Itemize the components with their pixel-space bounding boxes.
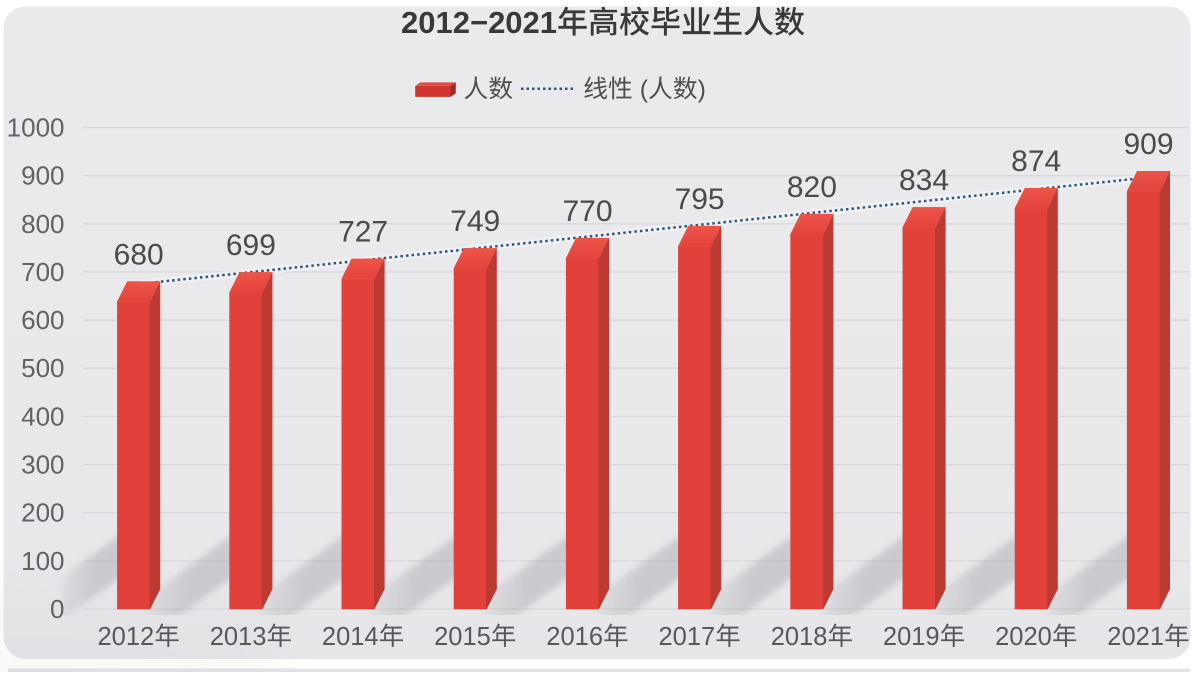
svg-text:2012−2021: 2012−2021 (401, 5, 557, 40)
svg-text:2018: 2018 (771, 623, 828, 651)
svg-text:600: 600 (21, 305, 64, 335)
svg-text:0: 0 (50, 594, 64, 624)
svg-text:2019: 2019 (883, 623, 940, 651)
svg-text:400: 400 (21, 401, 64, 431)
svg-text:900: 900 (21, 161, 64, 191)
svg-text:2017: 2017 (659, 623, 716, 651)
svg-text:874: 874 (1011, 145, 1061, 178)
svg-text:2016: 2016 (546, 623, 603, 651)
svg-text:2020: 2020 (995, 623, 1052, 651)
svg-text:795: 795 (675, 183, 725, 216)
svg-text:909: 909 (1123, 128, 1173, 161)
svg-text:770: 770 (562, 195, 612, 228)
svg-text:): ) (698, 76, 706, 103)
svg-text:200: 200 (21, 498, 64, 528)
svg-text:(: ( (640, 76, 649, 103)
svg-text:727: 727 (338, 216, 388, 249)
svg-text:2015: 2015 (434, 623, 491, 651)
svg-text:100: 100 (21, 546, 64, 576)
svg-text:500: 500 (21, 353, 64, 383)
svg-text:2014: 2014 (322, 623, 379, 651)
svg-text:2021: 2021 (1107, 623, 1164, 651)
svg-text:2013: 2013 (210, 623, 267, 651)
svg-text:749: 749 (450, 205, 500, 238)
svg-text:800: 800 (21, 209, 64, 239)
svg-text:2012: 2012 (98, 623, 155, 651)
svg-text:300: 300 (21, 450, 64, 480)
svg-text:700: 700 (21, 257, 64, 287)
svg-text:699: 699 (226, 229, 276, 262)
svg-text:680: 680 (114, 238, 164, 271)
svg-text:820: 820 (787, 171, 837, 204)
svg-text:834: 834 (899, 164, 949, 197)
svg-text:1000: 1000 (7, 113, 65, 143)
